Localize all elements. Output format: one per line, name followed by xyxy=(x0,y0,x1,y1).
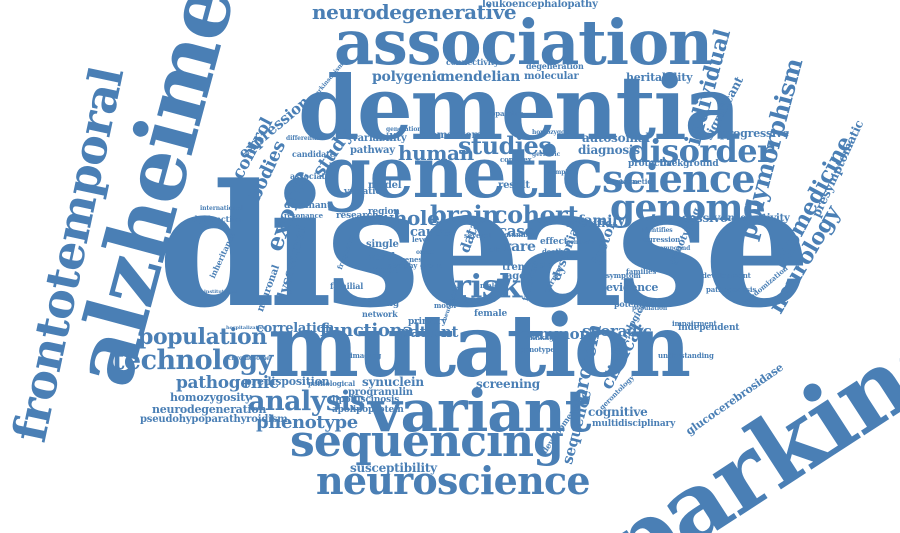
word-patient: patient xyxy=(400,325,458,340)
word-familial: familial xyxy=(330,282,363,290)
word-network: network xyxy=(362,310,397,318)
word-coding: coding xyxy=(366,300,399,309)
word-international: international xyxy=(200,206,243,212)
word-several: several xyxy=(464,232,491,239)
word-pathological: pathological xyxy=(308,380,355,387)
word-linkage: linkage xyxy=(530,334,558,341)
word-number: number xyxy=(506,231,536,238)
word-families: families xyxy=(626,268,656,275)
word-apoe: apoe xyxy=(478,296,496,303)
word-protective: protective xyxy=(628,160,677,169)
word-role: role xyxy=(486,246,501,253)
word-resonance: resonance xyxy=(284,212,323,219)
word-heritability: heritability xyxy=(626,72,692,83)
word-death: death xyxy=(542,248,564,255)
word-polygenic: polygenic xyxy=(372,70,445,84)
word-specific: specific xyxy=(566,218,612,229)
word-female: female xyxy=(474,310,507,319)
word-pathway: pathway xyxy=(350,146,395,156)
word-model: model xyxy=(368,181,401,191)
word-differential: differential xyxy=(286,136,323,142)
word-brain: brain xyxy=(430,203,499,227)
word-correlation: correlation xyxy=(256,322,334,335)
word-level: level xyxy=(412,236,430,243)
word-result: result xyxy=(498,181,530,191)
word-cerebellar: cerebellar xyxy=(606,180,639,186)
word-atrophy: atrophy xyxy=(388,262,417,269)
word-human: human xyxy=(398,143,474,163)
word-apolipoprotein: apolipoprotein xyxy=(332,406,404,415)
word-population-small: population xyxy=(632,306,667,312)
word-sporadic: sporadic xyxy=(582,324,651,339)
word-variability: variability xyxy=(352,134,406,144)
word-multidisciplinary: multidisciplinary xyxy=(592,420,675,429)
word-dopamine: dopamine xyxy=(486,110,523,117)
word-genomic: genomic xyxy=(566,240,594,246)
word-leukoencephalopathy: leukoencephalopathy xyxy=(482,0,598,10)
word-generation: generation xyxy=(386,127,421,133)
word-identifies: identifies xyxy=(642,228,673,234)
word-group: group xyxy=(420,262,443,269)
word-effect: effect xyxy=(540,238,568,247)
word-chromosome: chromosome xyxy=(228,356,270,362)
word-diagnosis: diagnosis xyxy=(578,144,640,156)
word-institutional: institutional xyxy=(204,290,238,295)
word-compound: compound xyxy=(656,246,690,252)
word-genotype: genotype xyxy=(520,346,555,353)
word-cognitive: cognitive xyxy=(588,406,648,418)
word-onset: onset xyxy=(416,250,434,256)
word-pseudohypoparathyroidism: pseudohypoparathyroidism xyxy=(140,415,288,425)
word-mendelian: mendelian xyxy=(440,70,520,84)
word-imaging: imaging xyxy=(350,352,381,359)
word-sample: sample xyxy=(548,170,571,176)
word-lipofuscinosis: lipofuscinosis xyxy=(332,396,399,405)
word-screening: screening xyxy=(476,378,540,390)
word-molecular: molecular xyxy=(524,72,579,82)
word-single: single xyxy=(366,240,399,250)
word-homozygote: homozygote xyxy=(532,130,571,136)
word-dominant: dominant xyxy=(284,202,331,211)
word-evidence: evidence xyxy=(606,282,658,293)
word-biomarkers: biomarkers xyxy=(420,131,482,141)
word-complex: complex xyxy=(500,156,532,163)
word-progressive: progressive xyxy=(720,128,789,139)
word-geriatric: geriatric xyxy=(532,152,560,158)
word-homozygosity: homozygosity xyxy=(170,392,251,403)
word-hospitalization: hospitalization xyxy=(226,326,266,331)
word-associated: associated xyxy=(290,172,335,180)
word-degeneration: degeneration xyxy=(526,62,584,70)
word-candidate: candidate xyxy=(292,150,335,158)
word-regression: regression xyxy=(640,236,680,243)
word-susceptibility: susceptibility xyxy=(350,462,437,474)
word-dysfunction: dysfunction xyxy=(192,215,243,223)
word-understanding: understanding xyxy=(658,352,714,359)
word-region: region xyxy=(368,208,400,217)
word-development: development xyxy=(702,272,751,279)
word-rare: rare xyxy=(504,240,536,254)
word-insensitivity: insensitivity xyxy=(724,214,790,224)
word-male: male xyxy=(480,282,499,289)
word-connectivity: connectivity xyxy=(446,58,499,66)
word-impairment: impairment xyxy=(672,320,717,327)
